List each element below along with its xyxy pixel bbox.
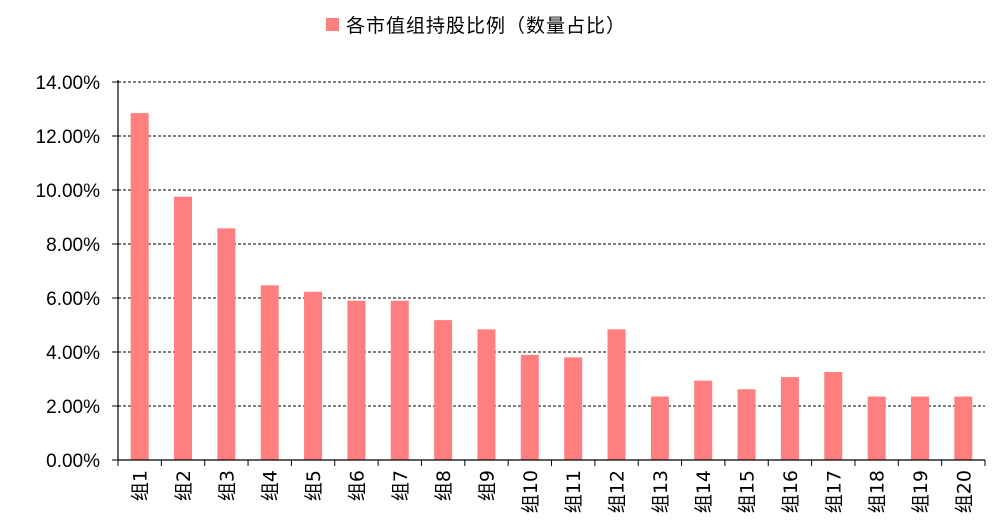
bar [347, 300, 366, 460]
x-tick-label: 组16 [780, 470, 802, 513]
x-tick-label: 组8 [433, 470, 455, 501]
x-tick-label: 组13 [650, 470, 672, 513]
x-tick-label: 组20 [953, 470, 975, 513]
x-tick-label: 组15 [737, 470, 759, 513]
y-tick-label: 10.00% [36, 181, 101, 202]
y-tick-label: 4.00% [46, 343, 100, 364]
legend-label: 各市值组持股比例（数量占比） [346, 15, 626, 37]
x-tick-label: 组11 [563, 470, 585, 513]
y-axis-ticks: 0.00% 2.00% 4.00% 6.00% 8.00% 10.00% 12.00% 14.… [36, 73, 118, 472]
x-axis-ticks: 组1 组2 组3 组4 组5 组6 组7 组8 组9 组10 组11 组12 组13 组14 组15 组16 组… [117, 460, 986, 513]
y-tick-label: 8.00% [46, 235, 100, 256]
x-tick-label: 组12 [607, 470, 629, 513]
x-tick-label: 组6 [346, 470, 368, 501]
bar [260, 285, 279, 460]
bar [434, 320, 453, 460]
bar [824, 371, 843, 460]
bar [867, 396, 886, 460]
bar [737, 389, 756, 460]
legend-swatch [326, 18, 339, 31]
x-tick-label: 组19 [910, 470, 932, 513]
x-tick-label: 组7 [390, 470, 412, 501]
x-tick-label: 组9 [476, 470, 498, 501]
gridlines [118, 81, 985, 407]
bar [477, 329, 496, 460]
x-tick-label: 组5 [303, 470, 325, 501]
x-tick-label: 组17 [823, 470, 845, 513]
x-tick-label: 组4 [260, 470, 282, 501]
y-tick-label: 2.00% [46, 397, 100, 418]
bar [217, 228, 236, 460]
bar [174, 196, 193, 460]
bar-series [130, 113, 973, 461]
bar [390, 300, 409, 460]
bar [780, 377, 799, 460]
bar [564, 357, 583, 460]
bar [607, 329, 626, 460]
y-tick-label: 14.00% [36, 73, 101, 94]
bar [650, 396, 669, 460]
bar [304, 291, 323, 460]
bar [954, 396, 973, 460]
x-tick-label: 组3 [216, 470, 238, 501]
y-tick-label: 12.00% [36, 127, 101, 148]
bar [910, 396, 929, 460]
chart-legend: 各市值组持股比例（数量占比） [326, 15, 626, 37]
x-tick-label: 组2 [173, 470, 195, 501]
y-tick-label: 0.00% [46, 451, 100, 472]
y-tick-label: 6.00% [46, 289, 100, 310]
x-tick-label: 组14 [693, 470, 715, 513]
axes [117, 80, 985, 461]
bar [520, 354, 539, 460]
x-tick-label: 组18 [867, 470, 889, 513]
bar [694, 380, 713, 460]
bar [130, 113, 149, 461]
x-tick-label: 组10 [520, 470, 542, 513]
x-tick-label: 组1 [130, 470, 152, 501]
